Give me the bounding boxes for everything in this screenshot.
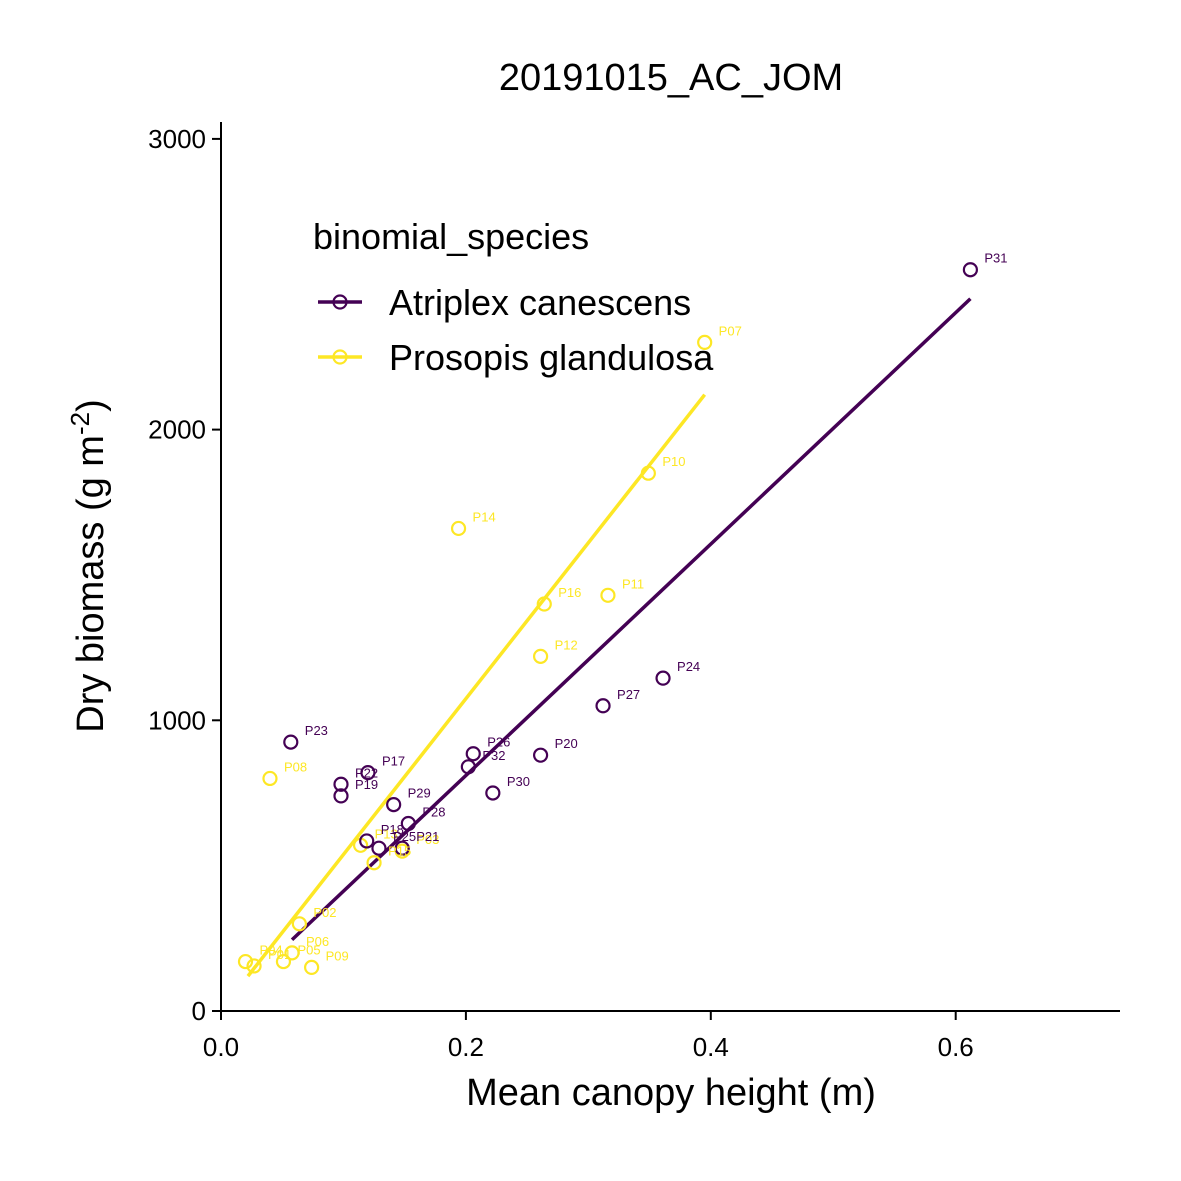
data-point [291, 916, 307, 932]
data-point [283, 734, 299, 750]
data-point [485, 785, 501, 801]
data-point [962, 262, 978, 278]
x-tick-label: 0.6 [938, 1032, 974, 1062]
data-point [262, 770, 278, 787]
x-tick-label: 0.2 [448, 1032, 484, 1062]
point-label: P20 [555, 736, 578, 751]
data-point [697, 334, 713, 350]
point-labels: P07P10P14P16P11P12P08P13P15P03P02P06P04P… [259, 251, 1007, 964]
data-point [333, 788, 349, 804]
point-label: P27 [617, 687, 640, 702]
y-axis-ticks: 0 1000 2000 3000 [148, 124, 221, 1026]
data-points [237, 262, 978, 975]
x-axis-ticks: 0.0 0.2 0.4 0.6 [203, 1011, 974, 1062]
data-point [371, 840, 387, 856]
point-label: P32 [482, 748, 505, 763]
point-label: P14 [473, 509, 496, 524]
data-point [640, 465, 656, 481]
y-tick-label: 0 [192, 996, 206, 1026]
data-point [360, 765, 376, 781]
point-label: P29 [408, 786, 431, 801]
y-axis-label-main: Dry biomass (g m [70, 435, 112, 733]
point-label: P28 [422, 804, 445, 819]
point-label: P24 [677, 659, 700, 674]
x-tick-label: 0.4 [693, 1032, 729, 1062]
data-point [246, 958, 262, 974]
legend-title: binomial_species [313, 216, 589, 257]
point-label: P05 [297, 943, 320, 958]
y-tick-label: 1000 [148, 705, 206, 735]
point-label: P03 [416, 832, 439, 847]
data-point [460, 759, 476, 775]
point-label: P08 [284, 759, 307, 774]
point-label: P23 [305, 723, 328, 738]
point-label: P21 [416, 829, 439, 844]
data-point [532, 648, 549, 664]
data-point [400, 815, 416, 832]
data-point [465, 746, 481, 762]
point-label: P15 [388, 844, 411, 859]
point-label: P16 [558, 585, 581, 600]
data-point [394, 840, 410, 856]
data-point [237, 953, 254, 970]
data-point [532, 747, 549, 763]
data-point [275, 953, 292, 970]
legend-entry-label: Atriplex canescens [389, 282, 691, 323]
data-point [359, 833, 375, 849]
x-tick-label: 0.0 [203, 1032, 239, 1062]
data-point [304, 959, 320, 975]
point-label: P06 [306, 934, 329, 949]
point-label: P22 [355, 765, 378, 780]
x-axis-label: Mean canopy height (m) [466, 1072, 876, 1114]
fit-line [290, 297, 972, 942]
point-label: P07 [719, 323, 742, 338]
data-point [600, 587, 616, 603]
legend-key-marker [332, 294, 348, 310]
legend-key-marker [332, 349, 348, 365]
legend: binomial_species Atriplex canescens Proso… [313, 216, 714, 378]
point-label: P25 [393, 829, 416, 844]
point-label: P18 [381, 822, 404, 837]
data-point [536, 596, 552, 612]
point-label: P10 [662, 454, 685, 469]
data-point [655, 670, 671, 686]
data-point [386, 797, 402, 813]
y-axis-label-superscript: -2 [65, 412, 95, 435]
data-point [366, 855, 382, 871]
fit-lines [246, 297, 972, 978]
data-point [595, 698, 611, 714]
point-label: P17 [382, 754, 405, 769]
chart-title: 20191015_AC_JOM [499, 57, 843, 99]
point-label: P02 [313, 905, 336, 920]
point-label: P01 [268, 947, 291, 962]
data-point [450, 520, 467, 537]
point-label: P11 [622, 576, 644, 591]
fit-line [246, 393, 707, 978]
point-label: P04 [259, 943, 282, 958]
data-point [284, 945, 300, 961]
point-label: P26 [487, 735, 510, 750]
y-axis-label: Dry biomass (g m-2) [65, 399, 112, 733]
point-label: P12 [555, 637, 578, 652]
point-label: P19 [355, 777, 378, 792]
data-point [333, 776, 349, 792]
y-tick-label: 3000 [148, 124, 206, 154]
y-axis-label-close: ) [70, 399, 112, 412]
point-label: P09 [326, 948, 349, 963]
point-label: P31 [984, 251, 1007, 266]
point-label: P30 [507, 774, 530, 789]
legend-entry-label: Prosopis glandulosa [389, 337, 714, 378]
point-label: P13 [375, 826, 398, 841]
y-tick-label: 2000 [148, 415, 206, 445]
